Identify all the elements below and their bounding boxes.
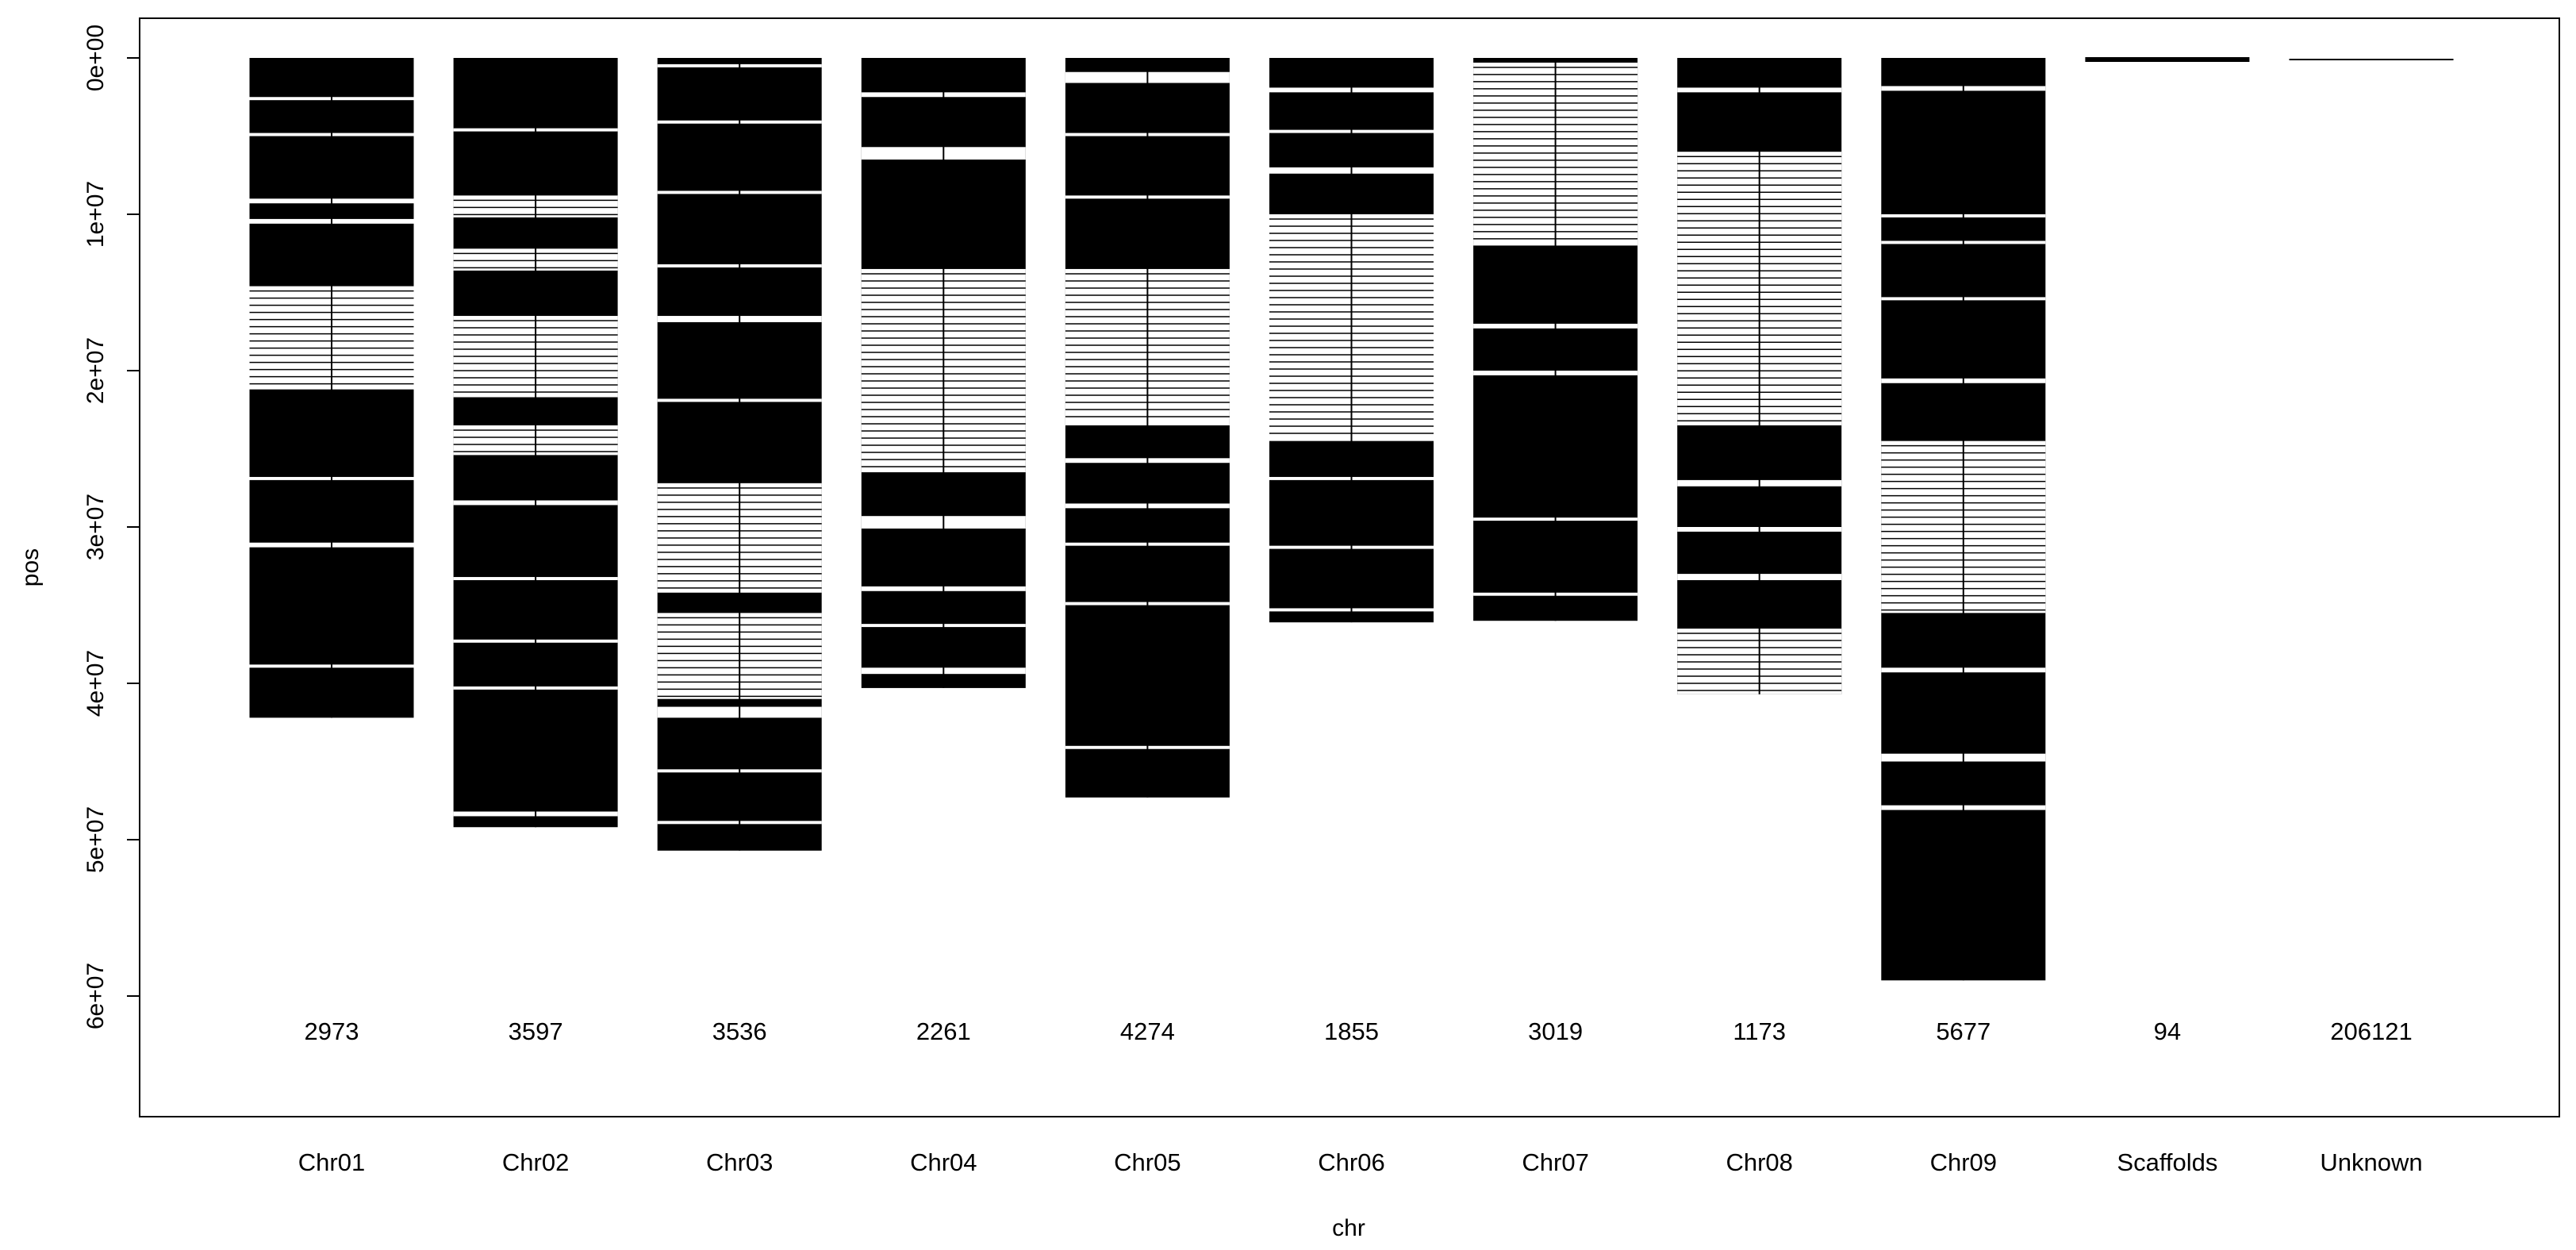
y-tick-label-6: 6e+07 (83, 963, 109, 1029)
x-axis-title: chr (1332, 1215, 1365, 1241)
y-tick-label-3: 3e+07 (83, 494, 109, 560)
x-tick-label-chr03: Chr03 (706, 1148, 773, 1176)
y-tick-label-0: 0e+00 (83, 25, 109, 91)
y-axis: 0e+00 1e+07 2e+07 3e+07 4e+07 5e+07 6e+07 (83, 25, 140, 1029)
count-label-unknown: 206121 (2330, 1017, 2412, 1045)
count-label-chr03: 3536 (712, 1017, 767, 1045)
x-tick-label-scaffolds: Scaffolds (2117, 1148, 2217, 1176)
x-tick-label-chr01: Chr01 (298, 1148, 365, 1176)
count-label-chr04: 2261 (916, 1017, 971, 1045)
x-tick-label-unknown: Unknown (2320, 1148, 2422, 1176)
y-axis-title: pos (17, 548, 44, 587)
x-tick-label-chr09: Chr09 (1930, 1148, 1997, 1176)
y-tick-label-2: 2e+07 (83, 337, 109, 404)
x-tick-label-chr07: Chr07 (1522, 1148, 1588, 1176)
x-tick-labels: Chr01 Chr02 Chr03 Chr04 Chr05 Chr06 Chr07 Chr08… (298, 1148, 2423, 1176)
y-tick-label-1: 1e+07 (83, 181, 109, 248)
x-tick-label-chr05: Chr05 (1114, 1148, 1181, 1176)
count-label-chr01: 2973 (305, 1017, 359, 1045)
chromosome-bars (249, 57, 2454, 981)
count-label-chr09: 5677 (1936, 1017, 1991, 1045)
count-label-chr05: 4274 (1120, 1017, 1175, 1045)
y-tick-label-4: 4e+07 (83, 650, 109, 717)
count-label-chr06: 1855 (1324, 1017, 1379, 1045)
x-tick-label-chr08: Chr08 (1726, 1148, 1792, 1176)
count-label-chr07: 3019 (1528, 1017, 1583, 1045)
x-tick-label-chr04: Chr04 (910, 1148, 977, 1176)
x-tick-label-chr02: Chr02 (502, 1148, 569, 1176)
y-tick-label-5: 5e+07 (83, 806, 109, 873)
count-label-chr08: 1173 (1733, 1017, 1786, 1045)
count-label-scaffolds: 94 (2154, 1017, 2181, 1045)
x-tick-label-chr06: Chr06 (1318, 1148, 1384, 1176)
count-label-chr02: 3597 (509, 1017, 563, 1045)
count-labels: 2973 3597 3536 2261 4274 1855 3019 1173 5677 94 20… (305, 1017, 2413, 1045)
